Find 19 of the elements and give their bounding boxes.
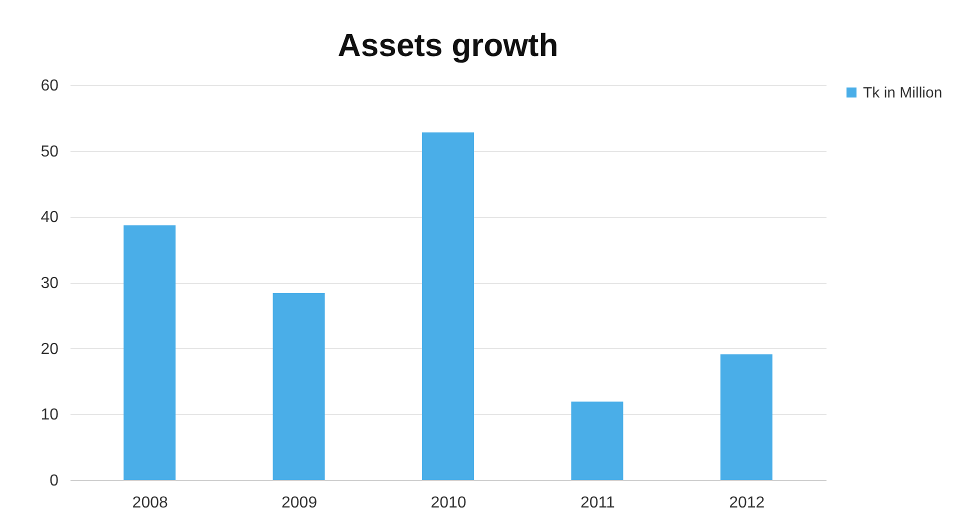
y-tick-label: 20 [40, 340, 59, 358]
x-tick-label: 2008 [132, 494, 168, 512]
y-tick-label: 10 [40, 406, 59, 424]
y-tick-label: 60 [40, 78, 59, 94]
bar [124, 225, 176, 480]
x-tick-label: 2010 [430, 494, 466, 512]
legend-label: Tk in Million [863, 84, 942, 102]
chart-title: Assets growth [338, 27, 558, 63]
bar [422, 132, 474, 480]
bar [720, 354, 772, 480]
x-tick-label: 2011 [580, 494, 616, 512]
bar [272, 293, 325, 480]
y-tick-label: 0 [50, 472, 59, 490]
bar [571, 402, 624, 480]
y-tick-label: 50 [40, 143, 59, 160]
x-tick-label: 2009 [282, 494, 318, 512]
x-tick-label: 2012 [729, 494, 765, 512]
y-tick-label: 40 [40, 209, 59, 226]
y-tick-label: 30 [40, 275, 59, 292]
